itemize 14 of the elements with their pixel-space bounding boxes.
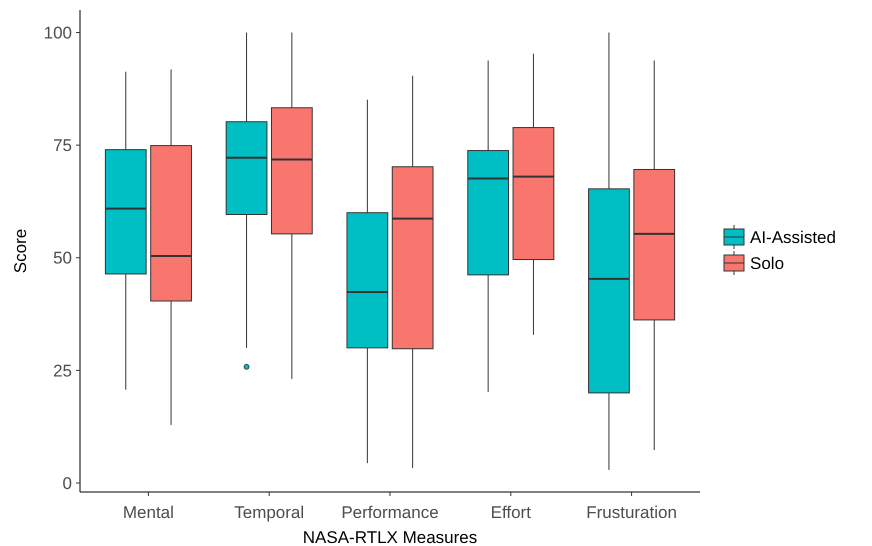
x-tick-label: Frusturation	[586, 503, 677, 522]
x-tick-label: Mental	[122, 503, 174, 522]
x-tick-label: Temporal	[234, 503, 304, 522]
y-axis-title: Score	[11, 228, 30, 274]
y-tick-label: 75	[53, 136, 72, 156]
y-tick-label: 100	[44, 23, 72, 42]
x-axis-title: NASA-RTLX Measures	[302, 528, 478, 546]
legend-label: Solo	[750, 254, 784, 273]
x-tick-label: Performance	[341, 503, 439, 522]
y-tick-label: 50	[53, 248, 72, 268]
x-tick-label: Effort	[490, 503, 532, 522]
y-tick-label: 0	[62, 474, 72, 493]
legend-label: AI-Assisted	[750, 228, 836, 247]
y-tick-label: 25	[53, 361, 72, 380]
